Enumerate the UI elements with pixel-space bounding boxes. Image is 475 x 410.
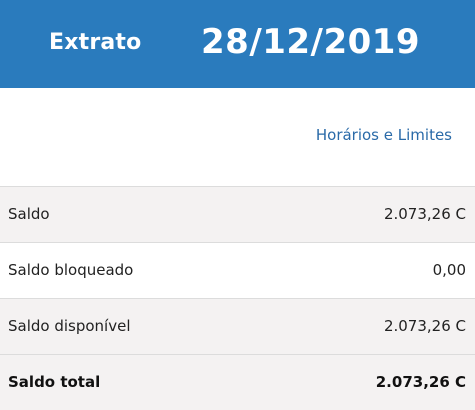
statement-date: 28/12/2019 xyxy=(201,22,421,62)
link-area: Horários e Limites xyxy=(0,88,475,186)
balance-row-available: Saldo disponível 2.073,26 C xyxy=(0,298,475,354)
page-title: Extrato xyxy=(49,30,142,55)
balance-row-blocked: Saldo bloqueado 0,00 xyxy=(0,242,475,298)
balance-list: Saldo 2.073,26 C Saldo bloqueado 0,00 Sa… xyxy=(0,186,475,410)
balance-label: Saldo bloqueado xyxy=(8,261,134,279)
balance-value: 2.073,26 C xyxy=(383,317,466,335)
balance-value: 0,00 xyxy=(432,261,466,279)
header-bar: Extrato 28/12/2019 xyxy=(0,0,475,88)
balance-value: 2.073,26 C xyxy=(383,205,466,223)
balance-label: Saldo xyxy=(8,205,50,223)
balance-row-saldo: Saldo 2.073,26 C xyxy=(0,186,475,242)
balance-total-value: 2.073,26 C xyxy=(375,373,466,391)
balance-label: Saldo disponível xyxy=(8,317,131,335)
balance-row-total: Saldo total 2.073,26 C xyxy=(0,354,475,410)
hours-limits-link[interactable]: Horários e Limites xyxy=(315,126,452,144)
balance-total-label: Saldo total xyxy=(8,373,101,391)
